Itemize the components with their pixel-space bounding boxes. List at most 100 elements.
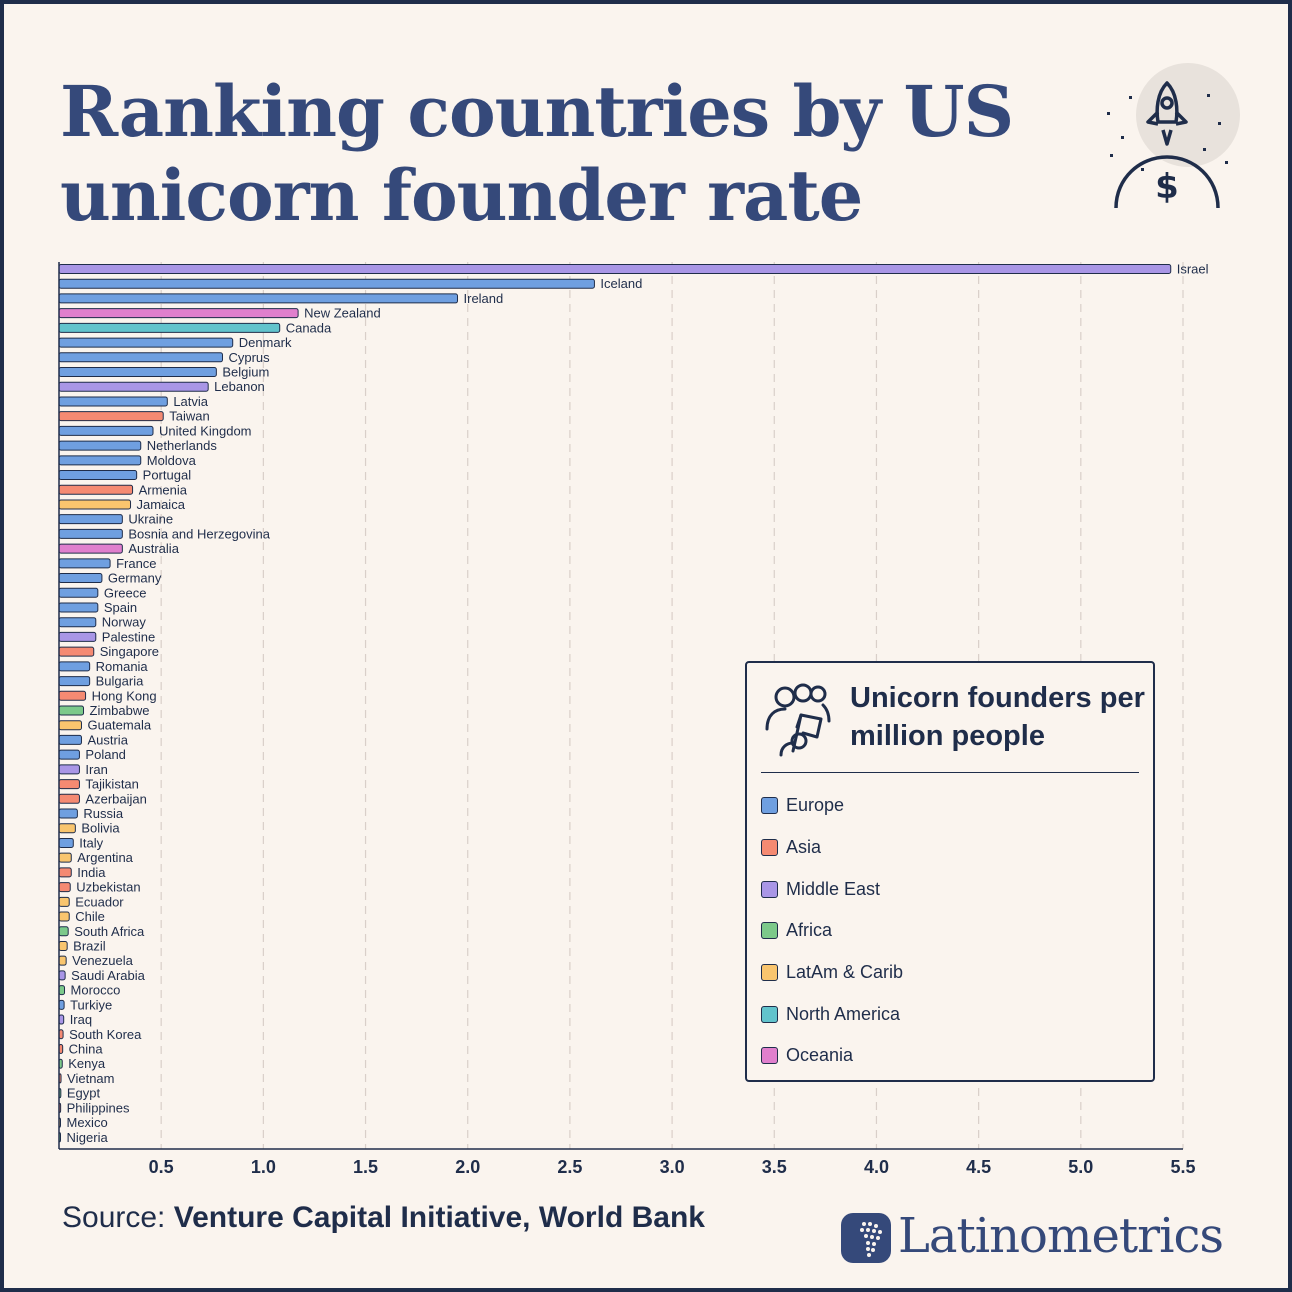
x-tick-label: 2.0 (455, 1157, 480, 1177)
bar (58, 852, 72, 863)
brand-logo: Latinometrics (840, 1208, 1260, 1268)
bar-label: Tajikistan (85, 777, 138, 792)
bar (58, 690, 87, 701)
svg-text:$: $ (1155, 167, 1179, 207)
legend-item: Africa (761, 910, 903, 952)
bar-label: Iran (85, 762, 107, 777)
bar (58, 470, 138, 481)
bar-label: Lebanon (214, 379, 265, 394)
bar-label: Taiwan (169, 409, 209, 424)
x-tick-label: 4.0 (864, 1157, 889, 1177)
bar (58, 352, 223, 363)
bar (58, 734, 82, 745)
bar-label: Bolivia (81, 821, 120, 836)
x-tick-label: 2.5 (557, 1157, 582, 1177)
bar-label: Cyprus (228, 350, 270, 365)
x-tick-label: 3.0 (660, 1157, 685, 1177)
legend-label: Europe (786, 795, 845, 816)
bar (58, 631, 97, 642)
bar (58, 970, 66, 981)
bar-label: Ireland (464, 291, 504, 306)
bar (58, 617, 97, 628)
bar-label: Denmark (239, 335, 292, 350)
bar (58, 793, 80, 804)
bar (58, 999, 65, 1010)
bar-label: Israel (1177, 262, 1209, 277)
bar-label: Morocco (71, 983, 121, 998)
bar-label: Turkiye (70, 997, 112, 1012)
bar-label: Greece (104, 585, 147, 600)
bar-label: Iraq (70, 1012, 92, 1027)
bars (58, 264, 1172, 1143)
gridlines (160, 262, 1184, 1149)
bar (58, 926, 69, 937)
bar-label: India (77, 865, 106, 880)
bar (58, 602, 99, 613)
bar-label: Portugal (143, 468, 192, 483)
bar (58, 867, 72, 878)
bar (58, 661, 91, 672)
x-tick-label: 3.5 (762, 1157, 787, 1177)
legend-divider (761, 772, 1139, 773)
bar (58, 779, 80, 790)
bar (58, 808, 78, 819)
bar-label: Armenia (139, 482, 188, 497)
bar-label: Belgium (222, 365, 269, 380)
source-prefix: Source: (62, 1201, 174, 1234)
legend-swatch (761, 797, 778, 815)
bar-label: Jamaica (137, 497, 186, 512)
bar-label: France (116, 556, 156, 571)
bar (58, 896, 70, 907)
legend: Unicorn founders per million people Euro… (745, 661, 1155, 1082)
bar-label: Latvia (173, 394, 208, 409)
bar (58, 440, 142, 451)
legend-item: Oceania (761, 1035, 903, 1077)
bar-label: Romania (96, 659, 149, 674)
bar-label: Nigeria (67, 1130, 109, 1145)
bar (58, 514, 123, 525)
bar (58, 337, 234, 348)
bar-label: Italy (79, 835, 103, 850)
bar (58, 837, 74, 848)
bar (58, 411, 164, 422)
bar-label: Germany (108, 571, 162, 586)
bar-label: Palestine (102, 629, 155, 644)
latinometrics-logo-icon (841, 1213, 891, 1263)
bar-label: Vietnam (67, 1071, 114, 1086)
bar-label: Poland (85, 747, 125, 762)
bar-label: South Africa (74, 924, 145, 939)
bar (58, 484, 134, 495)
axes (58, 262, 1183, 1150)
legend-item: Asia (761, 827, 903, 869)
x-tick-label: 4.5 (966, 1157, 991, 1177)
bar (58, 543, 123, 554)
bar (58, 764, 80, 775)
bar (58, 425, 154, 436)
legend-label: North America (786, 1003, 901, 1024)
bar (58, 573, 103, 584)
bar-label: Philippines (67, 1100, 130, 1115)
page-title: Ranking countries by US unicorn founder … (60, 70, 1014, 237)
legend-swatch (761, 1005, 778, 1023)
bar-label: Uzbekistan (76, 880, 140, 895)
legend-list: Europe Asia Middle East Africa LatAm & Carib… (761, 785, 903, 1077)
x-tick-label: 0.5 (149, 1157, 174, 1177)
legend-label: Middle East (786, 878, 881, 899)
legend-item: Middle East (761, 868, 903, 910)
bar-label: Argentina (77, 850, 133, 865)
x-tick-label: 5.0 (1068, 1157, 1093, 1177)
bar (58, 367, 217, 378)
bar-label: Azerbaijan (85, 791, 146, 806)
bar-label: Canada (286, 320, 332, 335)
bar-label: Chile (75, 909, 105, 924)
legend-swatch (761, 839, 778, 857)
bar (58, 720, 82, 731)
legend-label: LatAm & Carib (786, 962, 904, 983)
bar-label: Netherlands (147, 438, 218, 453)
bar-label: Egypt (67, 1086, 101, 1101)
bar-label: Spain (104, 600, 137, 615)
bar-label: China (69, 1041, 104, 1056)
bar (58, 308, 299, 319)
bar-label: Norway (102, 615, 147, 630)
bar (58, 264, 1172, 274)
